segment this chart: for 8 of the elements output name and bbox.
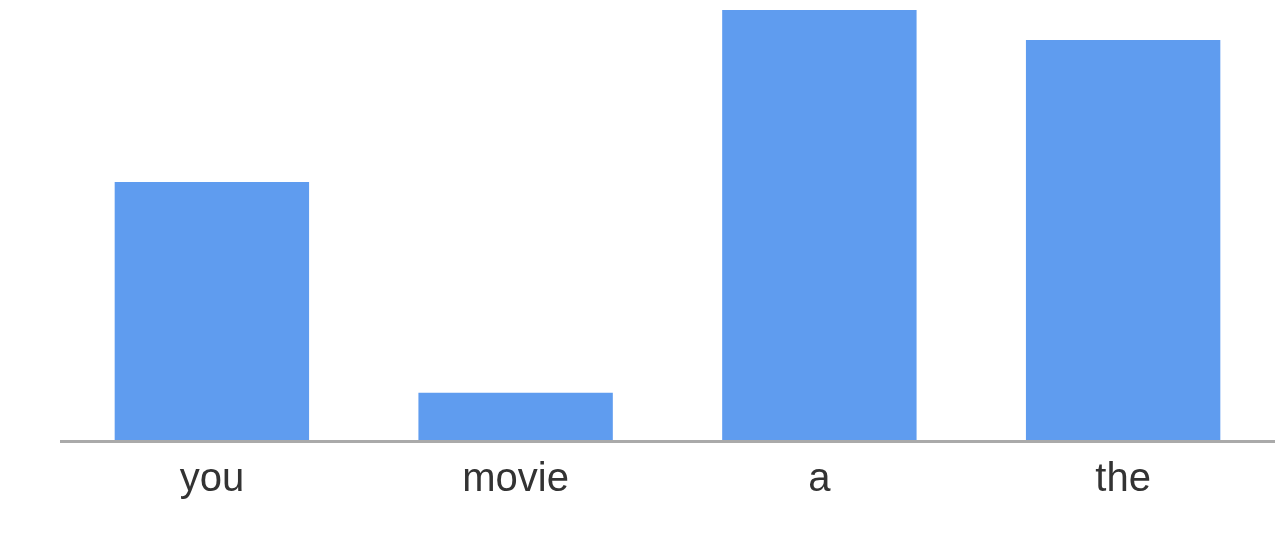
x-tick-label: you [179,455,245,499]
x-tick-label: the [1095,455,1151,499]
bar [418,392,613,440]
bar [1025,40,1221,440]
x-tick-label: movie [462,455,569,499]
x-tick-label: a [808,455,832,499]
bar [114,182,310,440]
bar [722,10,917,440]
